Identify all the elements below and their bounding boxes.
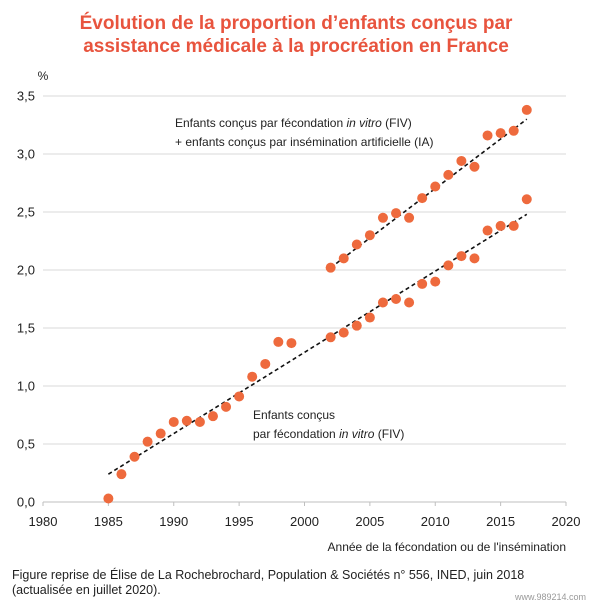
data-point-series-1: [521, 104, 532, 115]
data-point-series-0: [207, 411, 218, 422]
data-point-series-0: [469, 253, 480, 264]
data-point-series-1: [482, 130, 493, 141]
y-tick-label: 0,5: [17, 437, 35, 452]
annotation-fiv-line-2-suffix: (FIV): [374, 427, 404, 441]
data-point-series-0: [338, 327, 349, 338]
source-note: Figure reprise de Élise de La Rochebroch…: [12, 568, 524, 598]
y-tick-label: 0,0: [17, 495, 35, 510]
annotation-fiv-line-1: Enfants conçus: [253, 408, 335, 422]
data-point-series-0: [116, 469, 127, 480]
y-tick-label: 2,0: [17, 263, 35, 278]
x-tick-label: 1985: [94, 514, 123, 529]
y-tick-label: 3,5: [17, 89, 35, 104]
data-point-series-0: [443, 260, 454, 271]
data-point-series-1: [377, 212, 388, 223]
data-point-series-0: [377, 297, 388, 308]
data-point-series-1: [351, 239, 362, 250]
y-axis-title: %: [38, 69, 49, 83]
annotation-fiv-line-2: par fécondation in vitro (FIV): [253, 427, 404, 441]
data-point-series-0: [430, 276, 441, 287]
source-line-2: (actualisée en juillet 2020).: [12, 583, 161, 597]
axes: [42, 501, 567, 506]
data-point-series-1: [443, 169, 454, 180]
annotation-fiv-ia-line-1-italic: in vitro: [346, 116, 382, 130]
data-point-series-0: [325, 332, 336, 343]
data-point-series-0: [364, 312, 375, 323]
y-tick-label: 1,5: [17, 321, 35, 336]
chart-title: Évolution de la proportion d’enfants con…: [0, 12, 592, 58]
annotation-fiv-ia-line-1-text: Enfants conçus par fécondation: [175, 116, 346, 130]
data-point-series-0: [391, 294, 402, 304]
x-tick-label: 1980: [29, 514, 58, 529]
data-point-series-1: [417, 193, 428, 204]
data-point-series-0: [260, 358, 271, 369]
annotation-fiv-ia-line-1: Enfants conçus par fécondation in vitro …: [175, 116, 412, 130]
trend-line-series-0: [107, 213, 528, 475]
data-point-series-0: [495, 220, 506, 231]
data-point-series-1: [430, 181, 441, 192]
data-point-series-0: [273, 336, 284, 347]
gridlines: [43, 95, 566, 445]
data-point-series-1: [469, 161, 480, 172]
chart-title-line-2: assistance médicale à la procréation en …: [83, 36, 509, 57]
y-tick-labels: 0,0 0,5 1,0 1,5 2,0 2,5 3,0 3,5: [17, 89, 35, 510]
data-point-series-1: [391, 208, 402, 219]
annotation-fiv-ia-line-1-suffix: (FIV): [382, 116, 412, 130]
data-point-series-0: [155, 428, 166, 439]
data-points: [103, 104, 532, 504]
data-point-series-1: [456, 155, 467, 166]
data-point-series-0: [456, 251, 467, 262]
annotation-fiv-ia: Enfants conçus par fécondation in vitro …: [175, 116, 433, 149]
data-point-series-0: [103, 493, 114, 504]
trend-lines: [107, 118, 528, 475]
x-tick-label: 2000: [290, 514, 319, 529]
x-tick-label: 2015: [486, 514, 515, 529]
data-point-series-0: [168, 416, 179, 427]
data-point-series-0: [508, 220, 519, 231]
data-point-series-0: [404, 297, 415, 308]
x-tick-label: 2005: [355, 514, 384, 529]
y-tick-label: 1,0: [17, 379, 35, 394]
x-tick-label: 1995: [225, 514, 254, 529]
chart-title-line-1: Évolution de la proportion d’enfants con…: [79, 13, 513, 34]
x-axis-title: Année de la fécondation ou de l'insémina…: [328, 540, 566, 554]
data-point-series-0: [181, 415, 192, 426]
annotation-fiv-ia-line-2: + enfants conçus par insémination artifi…: [175, 135, 433, 149]
watermark: www.989214.com: [514, 592, 586, 602]
data-point-series-1: [364, 230, 375, 241]
data-point-series-1: [325, 262, 336, 273]
data-point-series-0: [247, 371, 258, 382]
data-point-series-1: [404, 212, 415, 223]
data-point-series-0: [417, 278, 428, 289]
x-tick-label: 1990: [159, 514, 188, 529]
data-point-series-1: [508, 125, 519, 136]
y-tick-label: 3,0: [17, 147, 35, 162]
data-point-series-1: [338, 253, 349, 264]
annotation-fiv-line-2-text: par fécondation: [253, 427, 339, 441]
data-point-series-0: [521, 194, 532, 205]
x-tick-labels: 1980 1985 1990 1995 2000 2005 2010 2015 2020: [29, 514, 581, 529]
y-tick-label: 2,5: [17, 205, 35, 220]
data-point-series-0: [351, 320, 362, 331]
data-point-series-0: [129, 451, 140, 462]
trend-line-series-1: [330, 118, 528, 269]
data-point-series-0: [142, 436, 153, 447]
source-line-1: Figure reprise de Élise de La Rochebroch…: [12, 568, 525, 582]
annotation-fiv: Enfants conçus par fécondation in vitro …: [253, 408, 404, 441]
x-tick-label: 2010: [421, 514, 450, 529]
data-point-series-0: [194, 416, 205, 427]
annotation-fiv-line-2-italic: in vitro: [339, 427, 375, 441]
data-point-series-0: [286, 338, 297, 349]
data-point-series-1: [495, 128, 506, 139]
data-point-series-0: [221, 401, 232, 412]
x-tick-label: 2020: [552, 514, 581, 529]
data-point-series-0: [234, 391, 245, 402]
data-point-series-0: [482, 225, 493, 236]
